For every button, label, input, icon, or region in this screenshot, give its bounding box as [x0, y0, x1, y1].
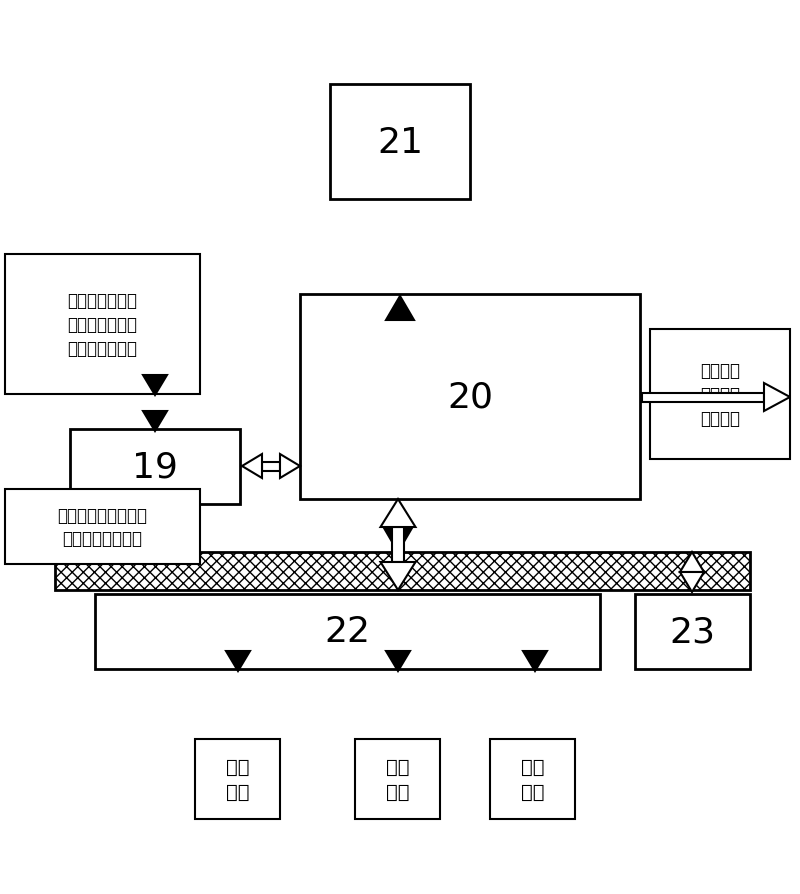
- Bar: [95, 595, 600, 670]
- Bar: [490, 739, 575, 819]
- Polygon shape: [381, 500, 415, 527]
- Bar: [642, 393, 764, 402]
- Text: 22: 22: [325, 615, 370, 649]
- Polygon shape: [226, 651, 250, 671]
- Polygon shape: [143, 411, 167, 432]
- Bar: [262, 462, 280, 471]
- Bar: [650, 330, 790, 460]
- Text: 20: 20: [447, 380, 493, 414]
- Text: 来自智能控制器
高电位单元的真
空开关状态信息: 来自智能控制器 高电位单元的真 空开关状态信息: [67, 292, 138, 358]
- Polygon shape: [386, 651, 410, 671]
- Bar: [70, 429, 240, 504]
- Text: 23: 23: [670, 615, 715, 649]
- Text: 控制
电压: 控制 电压: [386, 757, 410, 801]
- Bar: [55, 552, 750, 590]
- Text: 送自智能控制器高电
位单元的操作指令: 送自智能控制器高电 位单元的操作指令: [58, 506, 147, 548]
- Text: 环境
温度: 环境 温度: [521, 757, 544, 801]
- Bar: [300, 295, 640, 500]
- Polygon shape: [764, 384, 790, 411]
- Polygon shape: [680, 552, 704, 572]
- Polygon shape: [242, 454, 262, 478]
- Polygon shape: [143, 375, 167, 395]
- Polygon shape: [381, 562, 415, 590]
- Bar: [195, 739, 280, 819]
- Bar: [392, 527, 404, 562]
- Polygon shape: [523, 651, 547, 671]
- Polygon shape: [384, 528, 412, 552]
- Bar: [355, 739, 440, 819]
- Polygon shape: [386, 297, 414, 321]
- Bar: [330, 85, 470, 199]
- Text: 19: 19: [132, 450, 178, 484]
- Bar: [5, 489, 200, 564]
- Bar: [5, 255, 200, 394]
- Polygon shape: [680, 572, 704, 593]
- Text: 21: 21: [377, 125, 423, 159]
- Text: 至功率驱
动单元的
动作信号: 至功率驱 动单元的 动作信号: [700, 362, 740, 427]
- Polygon shape: [280, 454, 300, 478]
- Text: 开关
位置: 开关 位置: [226, 757, 250, 801]
- Bar: [635, 595, 750, 670]
